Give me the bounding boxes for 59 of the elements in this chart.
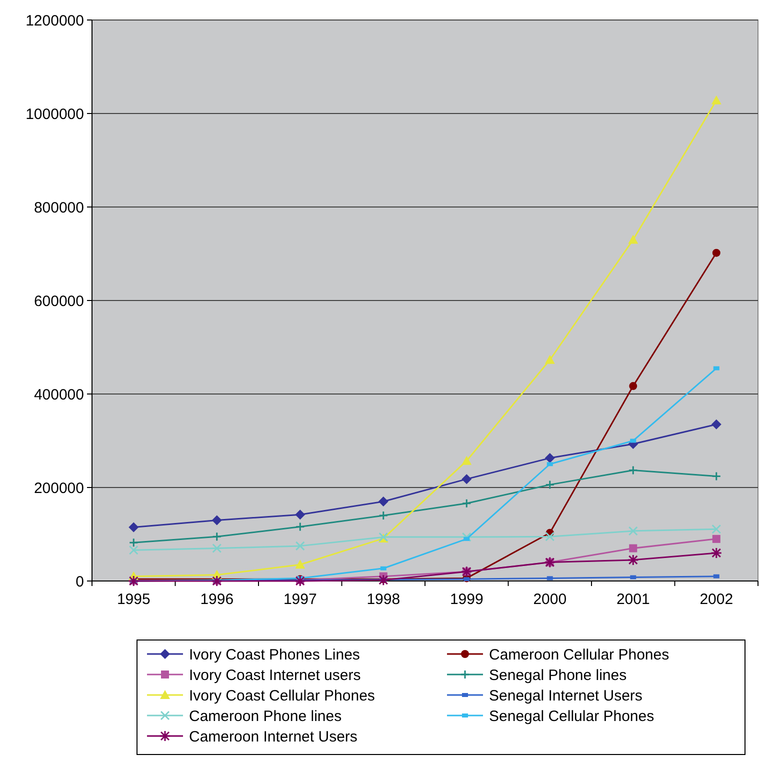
point [629,544,638,552]
point [712,472,722,482]
legend-label: Cameroon Cellular Phones [489,646,670,664]
point [378,496,388,507]
x-tick-label: 1995 [116,591,150,608]
point [212,515,222,526]
point [378,510,388,520]
x-tick-label: 2002 [700,591,734,608]
point [295,541,305,551]
point [711,419,722,430]
y-tick-label: 800000 [34,199,84,216]
point [712,534,720,543]
legend-label: Ivory Coast Phones Lines [189,646,360,664]
y-tick-label: 1200000 [26,12,84,30]
x-tick-label: 1996 [200,591,234,608]
point [627,554,639,566]
point [545,480,555,490]
x-tick-label: 1999 [450,591,484,608]
point [294,575,306,587]
x-tick-label: 2001 [616,591,650,608]
point [128,538,138,548]
point [462,456,472,465]
x-tick-label: 1998 [366,591,400,608]
point [212,532,222,542]
point [295,560,306,569]
point [710,547,722,559]
legend-label: Cameroon Phone lines [189,708,342,725]
point [212,544,222,554]
point [545,532,555,542]
y-tick-label: 200000 [34,480,84,497]
legend-label: Senegal Internet Users [489,687,642,704]
point [628,465,638,475]
point [628,526,638,536]
point [544,453,555,464]
point [628,234,638,244]
legend-label: Cameroon Internet Users [189,728,358,746]
x-tick-label: 1997 [283,591,317,608]
point [378,574,390,586]
point [462,532,472,542]
point [295,522,305,532]
y-tick-label: 600000 [34,292,84,310]
point [629,382,638,390]
point [128,545,138,555]
point [712,524,722,534]
point [462,498,472,508]
point [711,95,722,104]
point [295,510,306,520]
point [462,474,472,484]
point [128,522,139,532]
x-tick-label: 2000 [533,591,567,608]
y-tick-label: 0 [76,573,84,590]
y-tick-label: 1000000 [26,106,84,123]
point [712,248,720,257]
point [544,354,555,364]
legend-label: Senegal Cellular Phones [489,708,654,725]
legend-label: Ivory Coast Cellular Phones [189,687,375,704]
y-tick-label: 400000 [34,386,84,404]
legend-label: Senegal Phone lines [489,666,627,684]
legend-label: Ivory Coast Internet users [189,666,361,684]
